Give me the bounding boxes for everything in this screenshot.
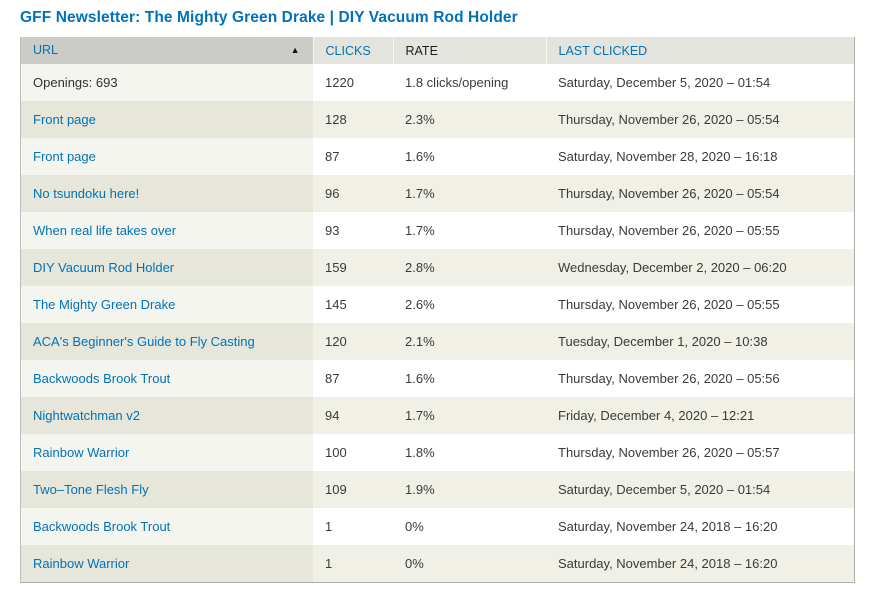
- url-cell: Two–Tone Flesh Fly: [21, 471, 313, 508]
- stats-table: URL ▲ CLICKS RATE LAST CLICKED Openings:…: [21, 37, 854, 582]
- clicks-value: 93: [313, 212, 393, 249]
- url-link[interactable]: Backwoods Brook Trout: [33, 519, 171, 534]
- clicks-value: 128: [313, 101, 393, 138]
- url-cell: Backwoods Brook Trout: [21, 508, 313, 545]
- clicks-value: 1: [313, 545, 393, 582]
- table-row: Rainbow Warrior 100 1.8% Thursday, November…: [21, 434, 854, 471]
- url-link[interactable]: Nightwatchman v2: [33, 408, 140, 423]
- last-clicked-value: Saturday, December 5, 2020 – 01:54: [546, 471, 854, 508]
- url-link[interactable]: Two–Tone Flesh Fly: [33, 482, 149, 497]
- column-header-clicks-label[interactable]: CLICKS: [325, 43, 371, 58]
- url-link[interactable]: When real life takes over: [33, 223, 177, 238]
- rate-value: 0%: [393, 545, 546, 582]
- header-row: URL ▲ CLICKS RATE LAST CLICKED: [21, 37, 854, 64]
- url-cell: Front page: [21, 101, 313, 138]
- url-link[interactable]: ACA's Beginner's Guide to Fly Casting: [33, 334, 255, 349]
- table-row: No tsundoku here! 96 1.7% Thursday, Novembe…: [21, 175, 854, 212]
- last-clicked-value: Thursday, November 26, 2020 – 05:57: [546, 434, 854, 471]
- last-clicked-value: Thursday, November 26, 2020 – 05:54: [546, 175, 854, 212]
- column-header-rate: RATE: [392, 37, 546, 64]
- rate-value: 1.7%: [393, 397, 546, 434]
- url-link[interactable]: Front page: [33, 112, 96, 127]
- clicks-value: 120: [313, 323, 393, 360]
- url-link[interactable]: Front page: [33, 149, 96, 164]
- clicks-value: 159: [313, 249, 393, 286]
- rate-value: 1.8%: [393, 434, 546, 471]
- column-header-clicks[interactable]: CLICKS: [312, 37, 393, 64]
- column-header-url[interactable]: URL ▲: [21, 37, 313, 64]
- url-cell: When real life takes over: [21, 212, 313, 249]
- last-clicked-value: Saturday, December 5, 2020 – 01:54: [546, 64, 854, 101]
- url-cell: Front page: [21, 138, 313, 175]
- column-header-last-clicked-label[interactable]: LAST CLICKED: [558, 43, 648, 58]
- table-body: Openings: 693 1220 1.8 clicks/opening Satur…: [21, 64, 854, 582]
- last-clicked-value: Thursday, November 26, 2020 – 05:56: [546, 360, 854, 397]
- url-link[interactable]: DIY Vacuum Rod Holder: [33, 260, 175, 275]
- url-cell: DIY Vacuum Rod Holder: [21, 249, 313, 286]
- openings-summary: Openings: 693: [33, 75, 118, 90]
- last-clicked-value: Thursday, November 26, 2020 – 05:55: [546, 212, 854, 249]
- clicks-value: 100: [313, 434, 393, 471]
- clicks-value: 94: [313, 397, 393, 434]
- url-cell: Rainbow Warrior: [21, 434, 313, 471]
- rate-value: 2.1%: [393, 323, 546, 360]
- url-cell: Nightwatchman v2: [21, 397, 313, 434]
- table-row: Backwoods Brook Trout 87 1.6% Thursday, Nov…: [21, 360, 854, 397]
- rate-value: 2.3%: [393, 101, 546, 138]
- rate-value: 1.8 clicks/opening: [393, 64, 546, 101]
- rate-value: 1.6%: [393, 360, 546, 397]
- clicks-value: 109: [313, 471, 393, 508]
- last-clicked-value: Saturday, November 28, 2020 – 16:18: [546, 138, 854, 175]
- stats-table-container: URL ▲ CLICKS RATE LAST CLICKED Openings:…: [20, 37, 855, 583]
- table-row: Rainbow Warrior 1 0% Saturday, November 24,…: [21, 545, 854, 582]
- last-clicked-value: Friday, December 4, 2020 – 12:21: [546, 397, 854, 434]
- last-clicked-value: Thursday, November 26, 2020 – 05:54: [546, 101, 854, 138]
- url-cell: No tsundoku here!: [21, 175, 313, 212]
- table-row: Backwoods Brook Trout 1 0% Saturday, Novemb…: [21, 508, 854, 545]
- table-row: Nightwatchman v2 94 1.7% Friday, December 4…: [21, 397, 854, 434]
- table-row: When real life takes over 93 1.7% Thursday,…: [21, 212, 854, 249]
- column-header-last-clicked[interactable]: LAST CLICKED: [545, 37, 854, 64]
- clicks-value: 1: [313, 508, 393, 545]
- clicks-value: 87: [313, 138, 393, 175]
- last-clicked-value: Saturday, November 24, 2018 – 16:20: [546, 545, 854, 582]
- rate-value: 2.6%: [393, 286, 546, 323]
- table-row: The Mighty Green Drake 145 2.6% Thursday, N…: [21, 286, 854, 323]
- url-cell: Backwoods Brook Trout: [21, 360, 313, 397]
- last-clicked-value: Wednesday, December 2, 2020 – 06:20: [546, 249, 854, 286]
- table-row: Front page 87 1.6% Saturday, November 28, 2…: [21, 138, 854, 175]
- table-row: DIY Vacuum Rod Holder 159 2.8% Wednesday, D…: [21, 249, 854, 286]
- url-link[interactable]: Backwoods Brook Trout: [33, 371, 171, 386]
- rate-value: 1.7%: [393, 212, 546, 249]
- table-row: Front page 128 2.3% Thursday, November 26, …: [21, 101, 854, 138]
- url-link[interactable]: No tsundoku here!: [33, 186, 140, 201]
- table-row: Openings: 693 1220 1.8 clicks/opening Satur…: [21, 64, 854, 101]
- url-link[interactable]: The Mighty Green Drake: [33, 297, 176, 312]
- rate-value: 2.8%: [393, 249, 546, 286]
- table-row: Two–Tone Flesh Fly 109 1.9% Saturday, Decem…: [21, 471, 854, 508]
- last-clicked-value: Tuesday, December 1, 2020 – 10:38: [546, 323, 854, 360]
- clicks-value: 96: [313, 175, 393, 212]
- table-row: ACA's Beginner's Guide to Fly Casting 120…: [21, 323, 854, 360]
- clicks-value: 87: [313, 360, 393, 397]
- clicks-value: 145: [313, 286, 393, 323]
- last-clicked-value: Saturday, November 24, 2018 – 16:20: [546, 508, 854, 545]
- url-cell: Rainbow Warrior: [21, 545, 313, 582]
- rate-value: 1.7%: [393, 175, 546, 212]
- page-title: GFF Newsletter: The Mighty Green Drake |…: [20, 9, 518, 26]
- url-cell: ACA's Beginner's Guide to Fly Casting: [21, 323, 313, 360]
- url-link[interactable]: Rainbow Warrior: [33, 556, 130, 571]
- last-clicked-value: Thursday, November 26, 2020 – 05:55: [546, 286, 854, 323]
- url-cell: The Mighty Green Drake: [21, 286, 313, 323]
- url-link[interactable]: Rainbow Warrior: [33, 445, 130, 460]
- rate-value: 1.6%: [393, 138, 546, 175]
- rate-value: 1.9%: [393, 471, 546, 508]
- openings-cell: Openings: 693: [21, 64, 313, 101]
- rate-value: 0%: [393, 508, 546, 545]
- column-header-url-label[interactable]: URL: [33, 43, 59, 57]
- column-header-rate-label: RATE: [405, 43, 438, 58]
- sort-ascending-icon: ▲: [290, 45, 300, 55]
- clicks-value: 1220: [313, 64, 393, 101]
